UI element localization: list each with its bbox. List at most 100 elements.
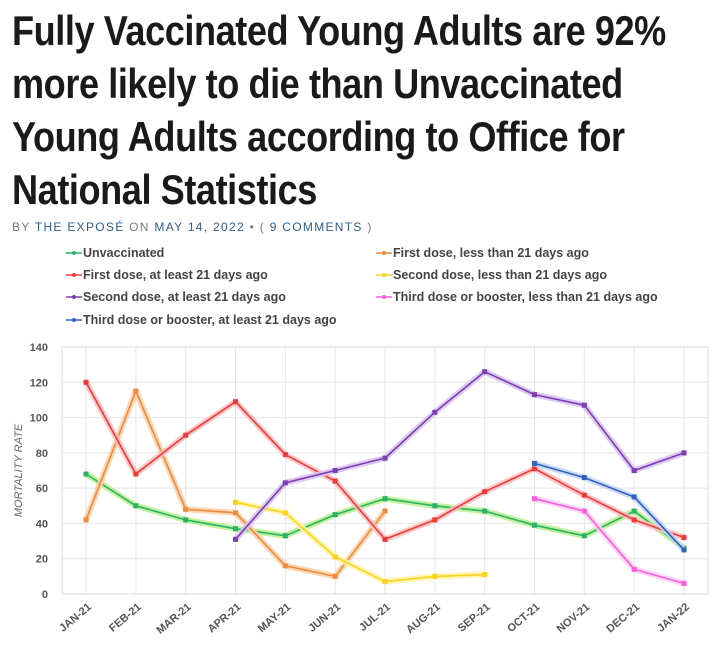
- headline-line: Young Adults according to Office for: [12, 113, 625, 160]
- page-title: Fully Vaccinated Young Adults are 92% mo…: [12, 4, 666, 216]
- legend-entry: Third dose or booster, at least 21 days …: [83, 313, 337, 327]
- series-line: [534, 462, 685, 551]
- data-point: [482, 508, 488, 514]
- data-point: [581, 533, 587, 539]
- data-point: [432, 503, 438, 509]
- data-point: [282, 533, 288, 539]
- series-group: [83, 471, 687, 552]
- series-group: [83, 388, 388, 580]
- data-point: [382, 508, 388, 514]
- data-point: [332, 478, 338, 484]
- data-point: [532, 460, 537, 466]
- series-group: [83, 379, 687, 543]
- headline-line: National Statistics: [12, 166, 317, 213]
- byline: BY THE EXPOSÉ ON MAY 14, 2022 • ( 9 COMM…: [12, 220, 373, 234]
- series-group: [531, 460, 687, 553]
- data-point: [233, 510, 238, 516]
- legend-swatch-marker: [382, 273, 386, 277]
- byline-close-paren: ): [367, 220, 373, 234]
- data-point: [581, 475, 587, 481]
- x-tick-label: JAN-21: [57, 601, 94, 635]
- data-point: [233, 536, 238, 542]
- y-tick-label: 100: [30, 413, 48, 425]
- data-point: [133, 503, 139, 509]
- data-point: [83, 379, 89, 385]
- y-tick-label: 140: [30, 342, 48, 354]
- x-axis-ticks: JAN-21 FEB-21 MAR-21 APR-21 MAY-21 JUN-21 JUL-…: [57, 601, 692, 637]
- data-point: [581, 402, 587, 408]
- byline-on: ON: [129, 220, 150, 234]
- data-point: [432, 517, 438, 523]
- data-point: [282, 510, 288, 516]
- data-point: [681, 580, 687, 586]
- byline-open-paren: (: [259, 220, 266, 234]
- data-point: [681, 547, 687, 553]
- data-point: [83, 471, 89, 477]
- y-tick-label: 120: [30, 377, 48, 389]
- x-tick-label: JAN-22: [655, 601, 692, 635]
- chart-legend: Unvaccinated First dose, less than 21 day…: [66, 246, 658, 327]
- y-tick-label: 80: [36, 448, 48, 460]
- data-point: [332, 468, 338, 473]
- data-point: [631, 566, 637, 572]
- data-point: [482, 369, 488, 375]
- data-point: [631, 468, 637, 473]
- data-point: [382, 536, 388, 542]
- chart-grid: [61, 346, 709, 595]
- legend-entry: Second dose, at least 21 days ago: [83, 290, 286, 304]
- legend-entry: First dose, less than 21 days ago: [393, 246, 589, 260]
- byline-by: BY: [12, 220, 31, 234]
- legend-swatch-marker: [72, 295, 76, 299]
- series-line: [534, 497, 685, 585]
- data-point: [532, 522, 537, 528]
- data-point: [282, 563, 288, 569]
- x-tick-label: OCT-21: [505, 601, 542, 635]
- legend-entry: Unvaccinated: [83, 246, 164, 260]
- data-point: [183, 432, 189, 438]
- mortality-rate-chart: Unvaccinated First dose, less than 21 day…: [13, 246, 709, 637]
- author-link[interactable]: THE EXPOSÉ: [34, 220, 125, 234]
- data-point: [282, 452, 288, 458]
- series-line: [235, 501, 485, 583]
- data-point: [382, 579, 388, 585]
- x-tick-label: JUL-21: [357, 601, 393, 634]
- y-tick-label: 60: [36, 483, 48, 495]
- series-group: [232, 499, 488, 585]
- legend-entry: Third dose or booster, less than 21 days…: [393, 290, 658, 304]
- data-point: [183, 517, 189, 523]
- legend-entry: First dose, at least 21 days ago: [83, 268, 268, 282]
- data-point: [631, 494, 637, 500]
- byline-separator: •: [249, 220, 256, 234]
- data-point: [432, 573, 438, 579]
- data-point: [532, 392, 537, 398]
- x-tick-label: NOV-21: [555, 601, 593, 635]
- date-link[interactable]: MAY 14, 2022: [154, 220, 245, 234]
- data-point: [233, 399, 238, 405]
- x-tick-label: MAY-21: [256, 601, 293, 635]
- data-point: [382, 496, 388, 502]
- headline-line: Fully Vaccinated Young Adults are 92%: [12, 7, 666, 54]
- comments-link[interactable]: 9 COMMENTS: [269, 220, 363, 234]
- x-tick-label: SEP-21: [456, 601, 493, 635]
- y-tick-label: 40: [36, 518, 48, 530]
- data-point: [332, 512, 338, 518]
- data-point: [631, 508, 637, 514]
- data-point: [581, 492, 587, 498]
- series-group: [531, 495, 687, 587]
- data-point: [233, 499, 238, 505]
- chart-series: [83, 368, 687, 587]
- data-point: [532, 496, 537, 502]
- y-tick-label: 0: [42, 589, 48, 601]
- series-line: [234, 370, 685, 540]
- data-point: [631, 517, 637, 523]
- data-point: [482, 572, 488, 578]
- y-axis-ticks: 0 20 40 60 80 100 120 140: [30, 342, 48, 601]
- x-tick-label: APR-21: [206, 601, 244, 635]
- data-point: [282, 480, 288, 486]
- data-point: [183, 506, 189, 512]
- y-axis-label: MORTALITY RATE: [13, 423, 25, 517]
- data-point: [681, 535, 687, 541]
- data-point: [581, 508, 587, 514]
- x-tick-label: DEC-21: [604, 601, 642, 635]
- legend-swatch-marker: [72, 318, 76, 322]
